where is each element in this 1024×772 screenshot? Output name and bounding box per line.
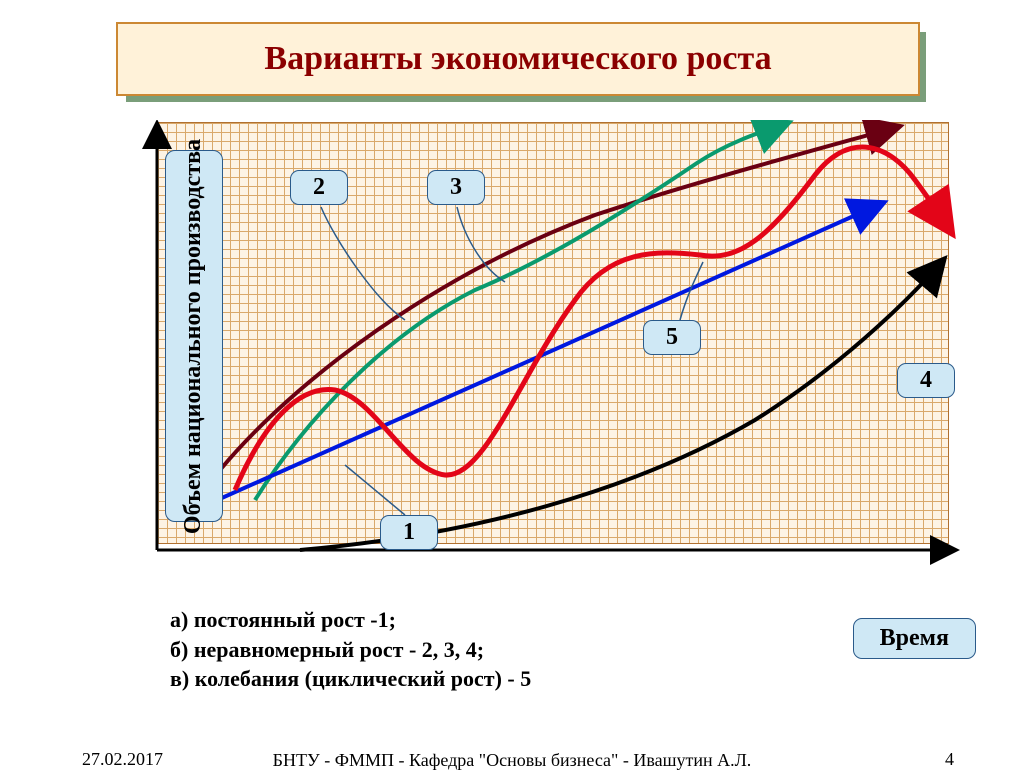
x-axis-label: Время (880, 625, 949, 651)
callout-2-label: 2 (313, 174, 325, 200)
leader-2 (321, 207, 405, 320)
legend-line-b: б) неравномерный рост - 2, 3, 4; (170, 635, 531, 665)
callout-3-label: 3 (450, 174, 462, 200)
callout-1: 1 (380, 515, 438, 550)
callout-5: 5 (643, 320, 701, 355)
legend-line-a: а) постоянный рост -1; (170, 605, 531, 635)
legend: а) постоянный рост -1; б) неравномерный … (170, 605, 531, 694)
callout-4: 4 (897, 363, 955, 398)
y-axis-label-box: Объем национального производства (165, 150, 223, 522)
callout-3: 3 (427, 170, 485, 205)
callout-4-label: 4 (920, 367, 932, 393)
chart-area: Объем национального производства 1 2 3 4… (75, 120, 965, 590)
callout-5-label: 5 (666, 324, 678, 350)
curve-4 (300, 258, 945, 550)
leader-1 (345, 465, 405, 515)
callout-2: 2 (290, 170, 348, 205)
x-axis-label-box: Время (853, 618, 976, 659)
footer-center: БНТУ - ФММП - Кафедра "Основы бизнеса" -… (0, 749, 1024, 772)
legend-line-c: в) колебания (циклический рост) - 5 (170, 664, 531, 694)
y-axis-label: Объем национального производства (181, 138, 208, 533)
callout-1-label: 1 (403, 519, 415, 545)
title-box: Варианты экономического роста (116, 22, 920, 96)
page-title: Варианты экономического роста (264, 40, 771, 78)
leader-3 (457, 207, 505, 282)
